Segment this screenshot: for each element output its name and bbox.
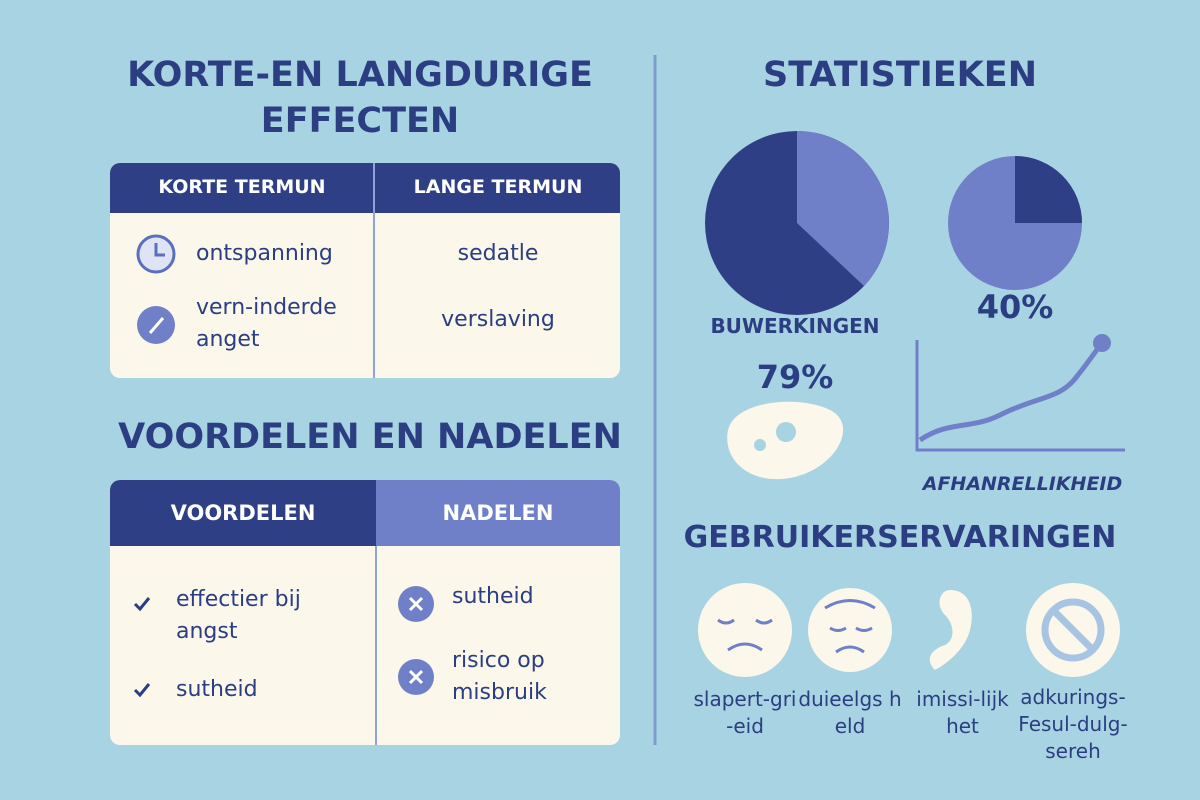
cell-text: verslaving — [441, 307, 555, 332]
clock-hands — [154, 243, 165, 257]
gauge-needle — [148, 317, 165, 334]
pie-slice — [1015, 156, 1082, 223]
cross — [408, 669, 424, 685]
pie-value: 40% — [976, 288, 1054, 326]
experience-label: imissi-lijkhet — [916, 687, 1009, 738]
pie-label: BUWERKINGEN — [710, 314, 880, 338]
table-body — [110, 480, 620, 745]
trend-dot — [1093, 334, 1111, 352]
trend-line — [918, 341, 1104, 443]
section-title: STATISTIEKEN — [763, 55, 1037, 95]
check-icon — [133, 683, 151, 698]
pill-hole — [754, 439, 766, 451]
table-header-text: NADELEN — [442, 501, 554, 525]
face-features — [717, 618, 773, 652]
face-features — [824, 599, 876, 654]
stomach-icon — [929, 590, 972, 670]
experience-label: adkurings-Fesul-dulg-sereh — [1018, 685, 1128, 763]
check-icon — [133, 597, 151, 612]
table-header-text: LANGE TERMUN — [413, 176, 583, 198]
table-header — [110, 480, 376, 546]
table-header-text: KORTE TERMUN — [158, 176, 326, 198]
cell-text: sutheid — [452, 584, 534, 609]
table-header-text: VOORDELEN — [170, 501, 316, 525]
cross — [408, 596, 424, 612]
chart-label: AFHANRELLIKHEID — [922, 473, 1123, 495]
sad-face — [698, 583, 792, 677]
forbidden-ring — [1041, 598, 1105, 662]
cell-text: vern-inderde anget — [196, 295, 337, 352]
experience-label: duieelgs held — [798, 687, 902, 738]
table-header — [376, 480, 620, 546]
pie-slice — [797, 131, 889, 286]
pill-hole — [776, 422, 796, 442]
axes — [915, 340, 1125, 452]
experience-label: slapert-gri-eid — [693, 687, 797, 738]
section-title: GEBRUIKERSERVARINGEN — [683, 520, 1117, 555]
forbidden-bar — [1051, 608, 1095, 652]
pie-value: 79% — [756, 358, 834, 396]
cell-text: sedatle — [457, 241, 539, 266]
cell-text: effectier bij angst — [176, 587, 301, 644]
section-title: VOORDELEN EN NADELEN — [118, 417, 622, 457]
table-body — [110, 163, 620, 378]
tired-face — [808, 588, 892, 672]
table-header — [110, 163, 620, 213]
cell-text: ontspanning — [196, 241, 333, 266]
cell-text: risico op misbruik — [452, 648, 547, 705]
cell-text: sutheid — [176, 677, 258, 702]
section-title: KORTE-EN LANGDURIGE EFFECTEN — [127, 55, 593, 141]
